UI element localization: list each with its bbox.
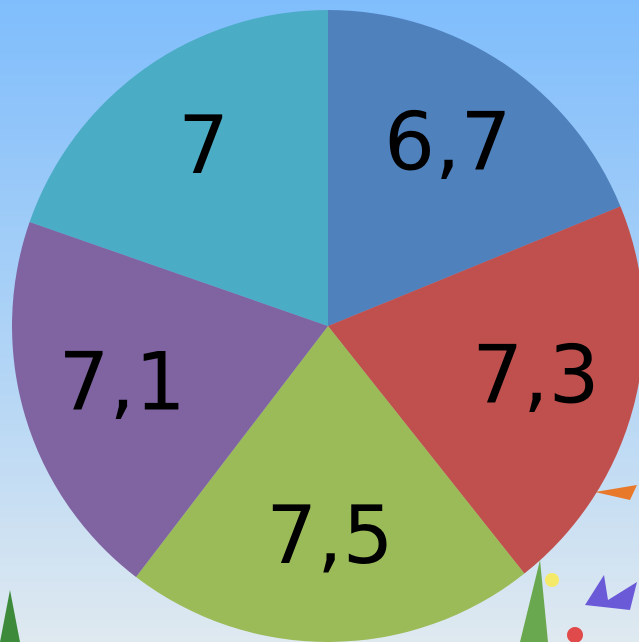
data-label: 7,5 — [266, 489, 393, 582]
pie: 6,7 7,3 7,5 7,1 7 — [12, 10, 639, 642]
data-label: 7,3 — [472, 328, 599, 421]
page: 6,77,37,57,17 (() => { const data = JSON… — [0, 0, 639, 642]
chart: 6,7 7,3 7,5 7,1 7 — [0, 0, 639, 642]
data-label: 7,1 — [59, 336, 186, 429]
data-label: 6,7 — [384, 96, 511, 189]
data-label: 7 — [178, 99, 229, 192]
